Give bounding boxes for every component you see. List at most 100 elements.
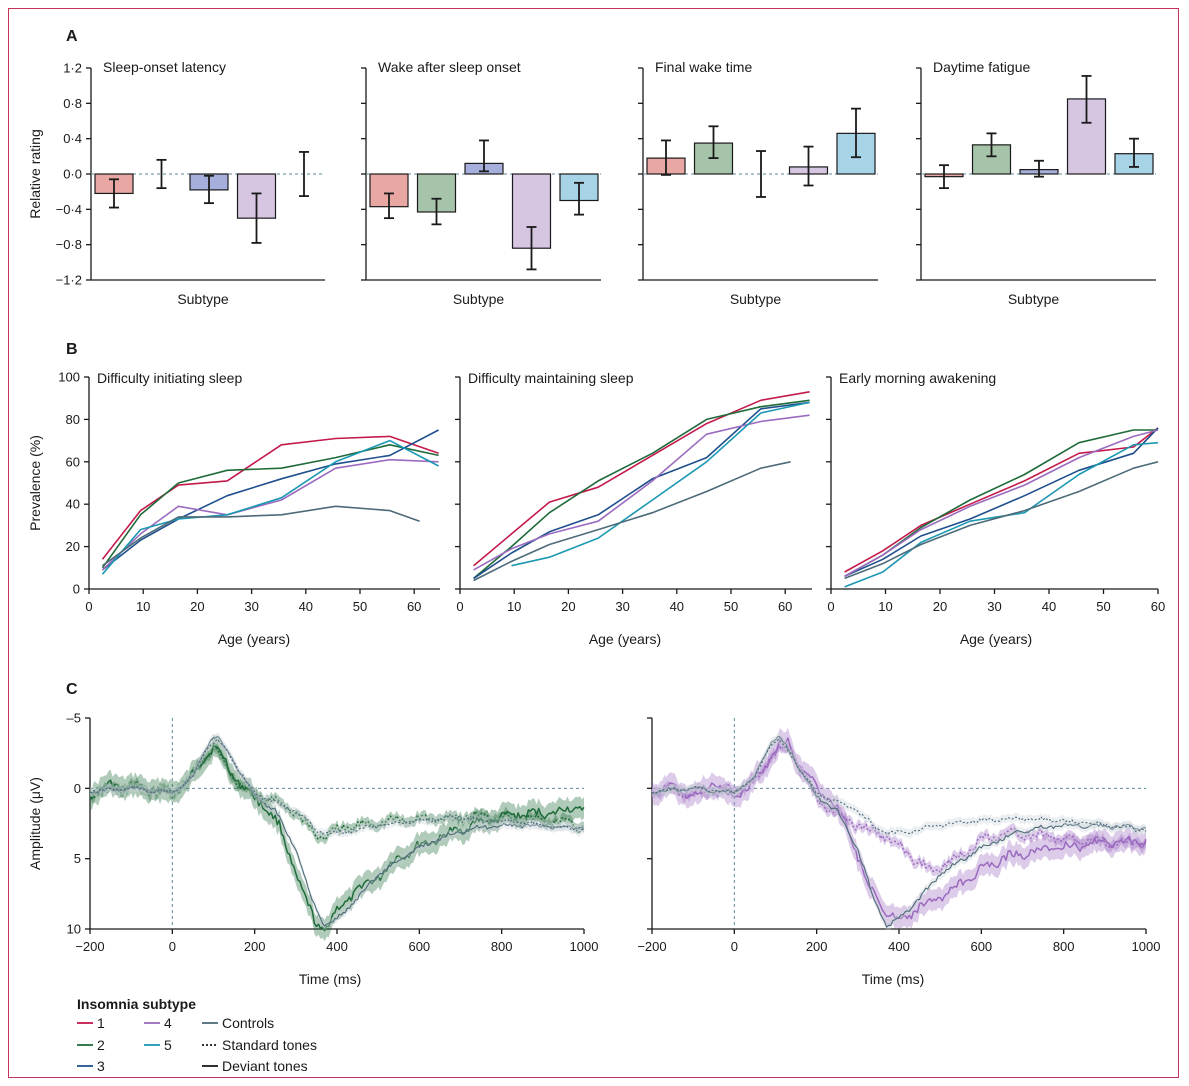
series-line-5 xyxy=(511,401,810,567)
confidence-band xyxy=(90,740,584,845)
x-tick-label: 30 xyxy=(615,599,629,614)
line-chart-2: 0 10 20 30 40 50 60 Difficulty maintaining slee… xyxy=(455,370,812,647)
bar-chart-3: Final wake time Subtype xyxy=(638,59,878,307)
x-axis-label: Subtype xyxy=(177,291,229,307)
x-tick-label: 60 xyxy=(1151,599,1165,614)
x-axis-label: Age (years) xyxy=(960,631,1032,647)
x-tick-label: 50 xyxy=(724,599,738,614)
x-axis-label: Subtype xyxy=(730,291,782,307)
y-tick-label: 80 xyxy=(66,412,80,427)
x-tick-label: 50 xyxy=(1096,599,1110,614)
confidence-band xyxy=(652,740,1146,878)
x-tick-label: 50 xyxy=(353,599,367,614)
waveform xyxy=(89,735,585,927)
y-tick-label: 5 xyxy=(74,851,81,866)
waveform xyxy=(89,744,585,932)
line-chart-3: 0 10 20 30 40 50 60 Early morning awakening Age … xyxy=(826,370,1165,647)
chart-title: Early morning awakening xyxy=(839,370,996,386)
x-tick-label: 800 xyxy=(1053,939,1075,954)
y-tick-label: 60 xyxy=(66,454,80,469)
x-tick-label: −200 xyxy=(637,939,666,954)
chart-title: Sleep-onset latency xyxy=(103,59,226,75)
x-axis-label: Time (ms) xyxy=(299,971,361,987)
y-axis-label: Relative rating xyxy=(27,129,43,219)
x-tick-label: 20 xyxy=(190,599,204,614)
series-line-1 xyxy=(101,435,439,560)
bar-chart-1: 1·2 0·8 0·4 0·0 −0·4 −0·8 −1·2 Sleep-onset late… xyxy=(27,59,325,307)
series-line-3 xyxy=(844,427,1159,578)
x-tick-label: 600 xyxy=(970,939,992,954)
x-tick-label: 0 xyxy=(731,939,738,954)
y-tick-label: 0·8 xyxy=(63,96,82,111)
series-line-3 xyxy=(473,401,810,580)
x-tick-label: 30 xyxy=(987,599,1001,614)
x-tick-label: 40 xyxy=(1042,599,1056,614)
series-line-5 xyxy=(101,439,439,575)
x-tick-label: 200 xyxy=(806,939,828,954)
series-line-3 xyxy=(102,429,439,571)
y-axis-label: Prevalence (%) xyxy=(27,435,43,531)
x-tick-label: 0 xyxy=(169,939,176,954)
confidence-band xyxy=(90,735,584,839)
x-tick-label: 10 xyxy=(507,599,521,614)
chart-title: Daytime fatigue xyxy=(933,59,1030,75)
bar-chart-2: Wake after sleep onset Subtype xyxy=(361,59,601,307)
x-tick-label: 1000 xyxy=(570,939,599,954)
legend-label: Controls xyxy=(222,1015,274,1031)
x-tick-label: 20 xyxy=(933,599,947,614)
series-line-1 xyxy=(473,391,810,567)
x-tick-label: 40 xyxy=(299,599,313,614)
y-axis-label: Amplitude (μV) xyxy=(27,777,43,870)
series-line-1 xyxy=(844,427,1159,573)
x-tick-label: 20 xyxy=(561,599,575,614)
legend-label: 4 xyxy=(164,1015,172,1031)
legend-label: 2 xyxy=(97,1037,105,1053)
waveform xyxy=(651,739,1147,835)
x-tick-label: −200 xyxy=(75,939,104,954)
series-line-5 xyxy=(844,441,1159,588)
y-tick-label: 0 xyxy=(73,582,80,597)
series-line-4 xyxy=(473,414,810,571)
legend-title: Insomnia subtype xyxy=(77,996,196,1012)
x-tick-label: 1000 xyxy=(1132,939,1161,954)
panel-letter-b: B xyxy=(66,341,78,358)
chart-title: Difficulty maintaining sleep xyxy=(468,370,634,386)
x-tick-label: 40 xyxy=(670,599,684,614)
confidence-band xyxy=(90,734,584,942)
y-tick-label: 20 xyxy=(66,539,80,554)
waveform xyxy=(651,744,1147,874)
series-line-2 xyxy=(473,399,810,580)
x-tick-label: 60 xyxy=(778,599,792,614)
chart-title: Wake after sleep onset xyxy=(378,59,521,75)
series-line-controls xyxy=(473,461,791,582)
legend-label: 5 xyxy=(164,1037,172,1053)
x-tick-label: 0 xyxy=(456,599,463,614)
y-tick-label: −1·2 xyxy=(56,273,82,288)
series-line-4 xyxy=(101,458,439,571)
y-tick-label: 40 xyxy=(66,497,80,512)
x-tick-label: 30 xyxy=(244,599,258,614)
series-line-2 xyxy=(101,443,439,569)
y-tick-label: 100 xyxy=(58,370,80,385)
y-tick-label: 0·4 xyxy=(63,131,82,146)
x-tick-label: 800 xyxy=(491,939,513,954)
legend-label: 1 xyxy=(97,1015,105,1031)
x-tick-label: 60 xyxy=(407,599,421,614)
x-tick-label: 400 xyxy=(888,939,910,954)
figure-frame xyxy=(8,8,1179,1078)
series-line-controls xyxy=(844,461,1159,580)
legend-label: Deviant tones xyxy=(222,1058,308,1074)
waveform xyxy=(89,738,585,835)
x-axis-label: Subtype xyxy=(453,291,505,307)
line-chart-1: 0 20 40 60 80 100 0 10 20 30 40 50 60 Difficulty init… xyxy=(27,370,440,647)
panel-letter-a: A xyxy=(66,28,78,45)
chart-title: Final wake time xyxy=(655,59,752,75)
y-tick-label: 10 xyxy=(67,922,81,937)
y-tick-label: 1·2 xyxy=(63,61,82,76)
y-tick-label: −0·8 xyxy=(56,237,82,252)
y-tick-label: 0·0 xyxy=(63,167,82,182)
x-tick-label: 400 xyxy=(326,939,348,954)
legend-label: Standard tones xyxy=(222,1037,317,1053)
panel-letter-c: C xyxy=(66,681,78,698)
